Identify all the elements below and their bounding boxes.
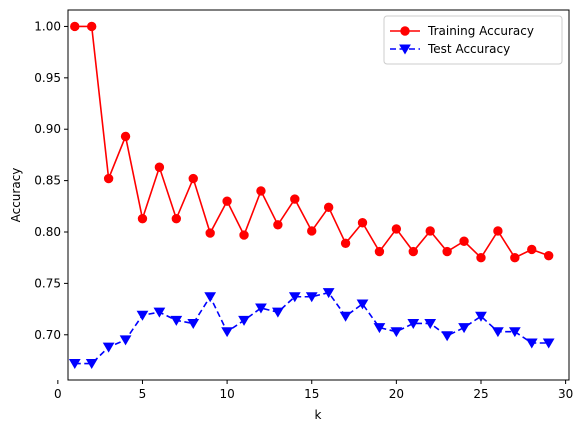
legend-label: Training Accuracy <box>427 24 534 38</box>
y-tick-label: 0.80 <box>34 225 61 239</box>
legend-box <box>383 15 563 65</box>
data-point <box>70 21 80 32</box>
series-training-accuracy <box>70 21 554 263</box>
data-point <box>390 327 403 338</box>
data-point <box>374 246 385 257</box>
data-point <box>442 246 452 257</box>
data-point <box>290 194 300 204</box>
series-layer <box>68 21 555 370</box>
data-point <box>222 196 232 206</box>
data-point <box>407 318 420 329</box>
x-tick-label: 15 <box>304 387 319 401</box>
data-point <box>356 299 369 310</box>
data-point <box>339 311 352 322</box>
series-test-accuracy <box>68 288 555 370</box>
data-point <box>527 244 537 255</box>
y-tick-label: 0.75 <box>34 276 61 290</box>
data-point <box>525 338 538 349</box>
legend-marker <box>400 26 410 36</box>
data-point <box>492 327 504 338</box>
data-point <box>238 315 250 326</box>
data-point <box>323 202 334 213</box>
legend: Training Accuracy Test Accuracy <box>383 15 563 65</box>
data-point <box>272 307 284 318</box>
data-point <box>288 292 301 303</box>
legend-item: Training Accuracy <box>390 24 534 38</box>
y-tick-label: 0.85 <box>34 174 61 188</box>
data-point <box>137 213 148 224</box>
data-point <box>425 226 435 236</box>
y-tick-label: 0.95 <box>34 71 61 85</box>
legend-marker <box>399 44 411 55</box>
data-point <box>187 318 200 329</box>
data-point <box>476 252 486 263</box>
data-point <box>256 186 266 196</box>
x-axis-label: k <box>315 408 322 422</box>
data-point <box>170 315 183 326</box>
data-point <box>205 228 215 238</box>
data-point <box>103 173 114 184</box>
data-point <box>459 236 469 246</box>
data-point <box>154 162 165 172</box>
x-axis-ticks: 0 5 10 15 20 25 30 <box>54 380 573 401</box>
x-tick-label: 30 <box>558 387 573 401</box>
y-tick-label: 1.00 <box>34 19 61 33</box>
data-point <box>153 307 166 318</box>
x-tick-label: 20 <box>389 387 404 401</box>
data-point <box>391 224 402 234</box>
data-point <box>120 131 131 142</box>
data-point <box>68 359 81 370</box>
plot-frame <box>67 9 570 381</box>
data-point <box>171 213 182 224</box>
data-point <box>408 246 418 257</box>
series-line <box>74 291 549 365</box>
data-point <box>441 331 454 342</box>
data-point <box>204 292 217 303</box>
data-point <box>221 327 233 338</box>
data-point <box>273 220 283 230</box>
data-point <box>424 318 437 329</box>
data-point <box>357 218 368 228</box>
y-axis-label: Accuracy <box>9 168 23 223</box>
x-tick-label: 10 <box>219 387 234 401</box>
x-tick-label: 25 <box>473 387 488 401</box>
data-point <box>458 323 470 334</box>
data-point <box>373 323 386 334</box>
x-tick-label: 5 <box>139 387 147 401</box>
data-point <box>255 303 267 314</box>
y-axis-ticks: 0.70 0.75 0.80 0.85 0.90 0.95 1.00 <box>34 19 68 342</box>
data-point <box>119 335 132 346</box>
data-point <box>307 226 317 236</box>
legend-item: Test Accuracy <box>390 42 510 56</box>
data-point <box>188 173 198 184</box>
data-point <box>493 226 503 236</box>
data-point <box>136 310 149 321</box>
data-point <box>305 292 318 303</box>
x-tick-label: 0 <box>54 387 62 401</box>
data-point <box>102 342 115 353</box>
y-tick-label: 0.90 <box>34 122 61 136</box>
data-point <box>322 288 335 299</box>
data-point <box>510 252 520 263</box>
data-point <box>508 327 521 338</box>
legend-label: Test Accuracy <box>427 42 510 56</box>
data-point <box>543 250 554 261</box>
data-point <box>340 238 351 249</box>
data-point <box>542 338 555 349</box>
data-point <box>86 21 97 32</box>
data-point <box>85 359 98 370</box>
data-point <box>239 230 249 240</box>
y-tick-label: 0.70 <box>34 328 61 342</box>
data-point <box>475 311 487 322</box>
